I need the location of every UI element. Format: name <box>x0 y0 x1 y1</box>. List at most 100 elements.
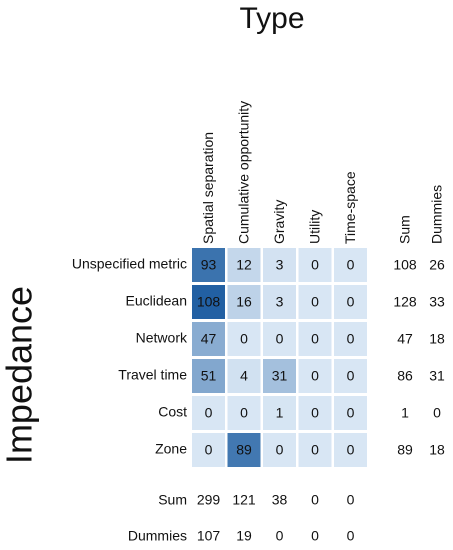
column-label: Gravity <box>271 200 287 244</box>
cell <box>192 322 225 356</box>
cell-label: 0 <box>347 331 355 347</box>
cell <box>298 433 332 467</box>
cell-label: 1 <box>276 405 284 421</box>
row-label: Network <box>136 330 188 346</box>
cell <box>263 322 296 356</box>
cell <box>263 285 296 319</box>
cell-label: 0 <box>347 294 355 310</box>
extra-column-value: 86 <box>397 368 413 384</box>
cell-label: 108 <box>197 294 221 310</box>
cell <box>263 433 296 467</box>
extra-column-value: 128 <box>393 294 417 310</box>
cell <box>263 248 296 282</box>
cell-label: 0 <box>240 331 248 347</box>
cell <box>334 322 367 356</box>
extra-row-value: 0 <box>347 492 355 508</box>
extra-row-value: 0 <box>276 528 284 544</box>
cell-label: 47 <box>201 331 217 347</box>
cell-label: 16 <box>236 294 252 310</box>
row-label: Unspecified metric <box>72 256 187 272</box>
cell-label: 3 <box>276 294 284 310</box>
extra-column-value: 31 <box>429 368 445 384</box>
cell <box>227 285 261 319</box>
row-label: Euclidean <box>126 293 188 309</box>
column-label: Time-space <box>342 171 358 244</box>
y-axis-label: Impedance <box>0 286 40 464</box>
cell-label: 0 <box>240 405 248 421</box>
cell <box>334 433 367 467</box>
cell <box>298 322 332 356</box>
cell-label: 0 <box>311 257 319 273</box>
cell <box>263 359 296 393</box>
cell-label: 0 <box>276 442 284 458</box>
cell-label: 0 <box>311 368 319 384</box>
cell-label: 0 <box>347 442 355 458</box>
cell <box>227 322 261 356</box>
extra-row-value: 299 <box>197 492 221 508</box>
extra-row-label: Sum <box>158 492 187 508</box>
cell-label: 0 <box>311 294 319 310</box>
cell-label: 3 <box>276 257 284 273</box>
cell <box>298 359 332 393</box>
cell <box>192 285 225 319</box>
cell <box>192 248 225 282</box>
cell-label: 0 <box>347 405 355 421</box>
extra-column-value: 1 <box>401 405 409 421</box>
extra-column-label: Dummies <box>429 185 445 244</box>
extra-row-value: 0 <box>311 492 319 508</box>
extra-column-value: 18 <box>429 442 445 458</box>
cell <box>227 396 261 430</box>
column-label: Cumulative opportunity <box>236 101 252 244</box>
cell <box>334 285 367 319</box>
cell <box>192 433 225 467</box>
extra-row-value: 107 <box>197 528 221 544</box>
cell <box>298 248 332 282</box>
extra-row-value: 0 <box>311 528 319 544</box>
cell <box>192 396 225 430</box>
extra-row-value: 19 <box>236 528 252 544</box>
cell <box>192 359 225 393</box>
cell-label: 0 <box>205 442 213 458</box>
cell-label: 0 <box>347 257 355 273</box>
cell <box>227 359 261 393</box>
row-label: Zone <box>155 441 187 457</box>
extra-row-value: 38 <box>272 492 288 508</box>
cell-label: 4 <box>240 368 248 384</box>
cell-label: 0 <box>311 442 319 458</box>
extra-column-value: 26 <box>429 257 445 273</box>
cell-label: 0 <box>347 368 355 384</box>
cell-label: 93 <box>201 257 217 273</box>
cell-label: 31 <box>272 368 288 384</box>
chart-title: Type <box>239 2 304 35</box>
extra-column-value: 89 <box>397 442 413 458</box>
extra-row-label: Dummies <box>128 528 187 544</box>
cell-label: 0 <box>205 405 213 421</box>
cell-label: 12 <box>236 257 252 273</box>
cell-label: 51 <box>201 368 217 384</box>
cell-label: 0 <box>311 405 319 421</box>
cell-label: 89 <box>236 442 252 458</box>
extra-column-value: 47 <box>397 331 413 347</box>
extra-row-value: 0 <box>347 528 355 544</box>
row-label: Travel time <box>118 367 187 383</box>
extra-row-value: 121 <box>232 492 256 508</box>
cell <box>334 396 367 430</box>
cell <box>298 285 332 319</box>
extra-column-value: 18 <box>429 331 445 347</box>
cell-label: 0 <box>276 331 284 347</box>
extra-column-value: 108 <box>393 257 417 273</box>
cell <box>227 248 261 282</box>
extra-column-value: 33 <box>429 294 445 310</box>
column-label: Spatial separation <box>200 132 216 244</box>
cell <box>227 433 261 467</box>
cell <box>263 396 296 430</box>
cell-label: 0 <box>311 331 319 347</box>
cell <box>334 359 367 393</box>
cell <box>298 396 332 430</box>
row-label: Cost <box>158 404 187 420</box>
column-label: Utility <box>307 210 323 244</box>
extra-column-label: Sum <box>397 215 413 244</box>
cell <box>334 248 367 282</box>
extra-column-value: 0 <box>433 405 441 421</box>
